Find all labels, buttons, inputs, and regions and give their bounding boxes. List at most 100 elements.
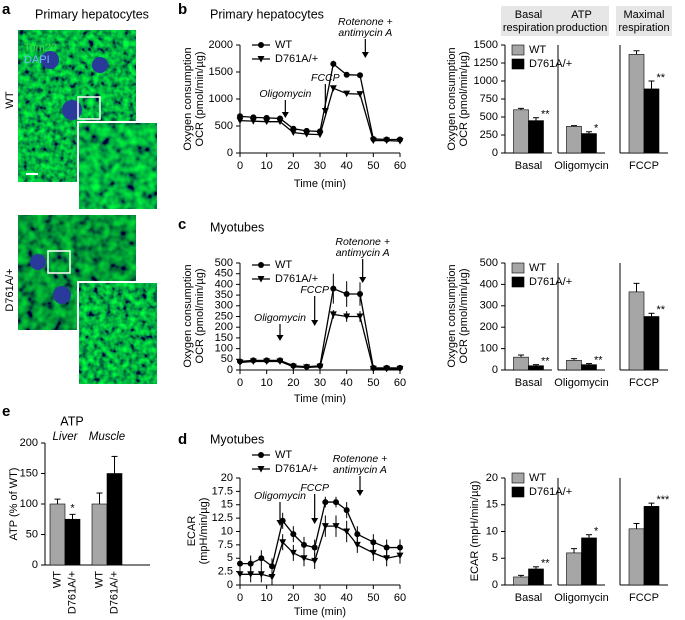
bar [628,54,645,154]
panel-letter: a [2,1,11,18]
nucleus [92,57,108,73]
y-tick-label: 100 [20,498,38,510]
annotation: FCCP [311,72,340,84]
x-tick-label: Basal [515,377,543,389]
legend-label: D761A/+ [529,486,572,498]
y-axis-label: Oxygen consumption [182,47,194,150]
zoom-box [77,96,101,120]
bar [513,576,529,586]
bar [49,503,66,566]
series-line [240,501,400,568]
legend-marker [258,262,264,268]
bar [643,316,660,371]
significance: * [594,526,599,538]
data-point [396,365,404,373]
data-point [322,499,329,506]
x-tick-label: 30 [314,160,326,172]
data-point [301,541,307,548]
y-tick-label: 7.5 [218,539,233,551]
data-point [249,118,257,125]
data-point [236,571,244,578]
y-tick-label: 1500 [209,66,233,78]
significance: ** [541,109,550,121]
x-tick-label: D761A/+ [66,571,78,614]
x-tick-label: 20 [287,592,299,604]
x-tick-label: WT [51,571,63,588]
x-tick-label: 40 [341,377,353,389]
chart-title: ATP [60,414,83,428]
legend-swatch [511,486,525,498]
nucleus [62,100,82,120]
legend-label: D761A/+ [275,463,318,475]
y-axis-label: Oxygen consumption [446,47,458,150]
data-point [333,499,339,506]
annotation: Rotenone + [333,453,388,465]
data-point [276,118,284,126]
data-point [263,118,271,126]
y-axis-label: (mpH/min/µg) [198,498,210,565]
data-point [279,539,287,546]
legend-swatch [511,276,525,288]
x-tick-label: WT [93,571,105,588]
inset [79,123,157,209]
significance: ** [657,304,666,316]
data-point [303,131,311,138]
bar [64,518,81,566]
micrograph-wt [18,30,159,211]
series-line [240,525,401,578]
y-tick-label: 15 [486,499,498,511]
data-point [268,573,276,581]
significance: * [594,123,599,135]
significance: ** [541,558,550,570]
panel-header: respiration [618,22,669,34]
zoom-box [47,250,71,274]
data-point [329,311,337,318]
data-point [330,285,337,292]
annotation: Oligomycin [254,312,306,324]
data-point [289,363,297,371]
y-axis-label: OCR (pmol/min/µg) [194,269,206,364]
y-tick-label: 500 [215,257,233,269]
header-box [554,6,609,36]
x-tick-label: 50 [367,160,379,172]
x-tick-label: Oligomycin [554,592,608,604]
legend-swatch [511,472,525,484]
panel-letter: e [2,403,10,420]
y-tick-label: 0 [492,579,498,591]
y-tick-label: 2.5 [218,566,233,578]
data-point [330,60,337,67]
data-point [329,85,337,92]
x-tick-label: D761A/+ [108,571,120,614]
data-point [249,358,257,365]
legend-label: D761A/+ [529,58,572,70]
bar [566,360,582,371]
y-tick-label: 300 [480,300,498,312]
bar [528,120,544,154]
arrow-head [276,335,284,341]
y-tick-label: 0 [492,364,498,376]
y-tick-label: 200 [215,321,233,333]
annotation: FCCP [300,284,329,296]
x-tick-label: 60 [394,160,406,172]
bar [628,291,645,371]
data-point [316,131,324,139]
bar [106,473,123,566]
data-point [396,138,404,145]
data-point [263,358,271,365]
x-tick-label: 50 [367,377,379,389]
series-line [239,287,400,369]
bar [513,109,529,154]
annotation: Oligomycin [254,490,306,502]
y-tick-label: 100 [215,343,233,355]
arrow-head [311,518,319,524]
legend-swatch [511,58,525,70]
data-point [369,549,377,557]
y-axis-label: Oxygen consumption [446,264,458,367]
data-point [383,544,390,551]
y-tick-label: 20 [221,472,233,484]
y-tick-label: 500 [215,120,233,132]
y-axis-label: OCR (pmol/min/µg) [458,52,470,147]
data-point [370,539,377,546]
x-tick-label: 40 [341,592,353,604]
x-tick-label: 60 [394,377,406,389]
